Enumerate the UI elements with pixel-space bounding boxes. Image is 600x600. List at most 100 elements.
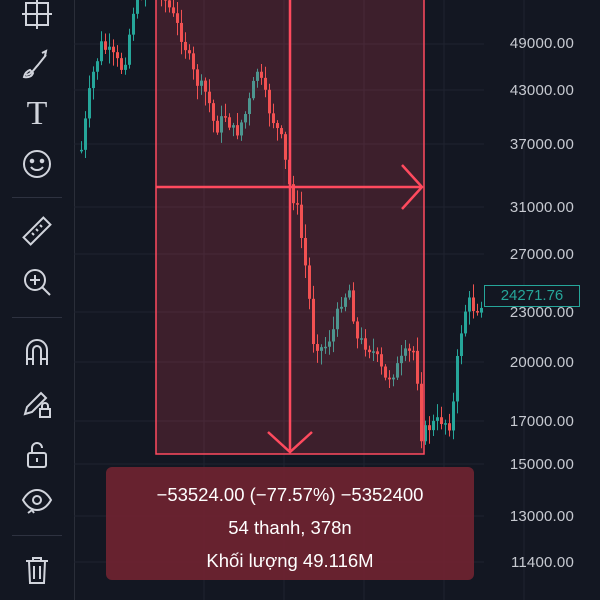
measure-right-arrowhead (401, 164, 424, 210)
candle-body (328, 341, 331, 347)
lock-drawings-tool[interactable] (17, 384, 57, 424)
candle-body (364, 338, 367, 350)
price-axis[interactable]: 49000.00 43000.00 37000.00 31000.00 2700… (490, 0, 600, 600)
candle-body (228, 117, 231, 128)
crosshair-icon (22, 0, 52, 29)
eye-icon (21, 488, 53, 514)
candle-body (396, 363, 399, 378)
price-tick: 37000.00 (509, 136, 574, 153)
crosshair-lines-tool[interactable] (17, 0, 57, 34)
candle-body (312, 298, 315, 345)
candle-body (92, 71, 95, 89)
toolbar-divider (12, 535, 62, 536)
measure-down-arrowhead (267, 431, 313, 454)
current-price-label: 24271.76 (484, 285, 580, 307)
candle-body (176, 13, 179, 23)
trash-icon (26, 557, 48, 584)
magnet-icon (26, 339, 48, 365)
measure-bars-text: 54 thanh, 378n (228, 517, 352, 538)
unlock-icon (27, 442, 47, 468)
candle-body (332, 329, 335, 342)
price-tick: 15000.00 (509, 456, 574, 473)
candle-body (348, 290, 351, 298)
candle-body (384, 366, 387, 378)
candle-body (272, 113, 275, 124)
price-chart[interactable] (74, 0, 600, 600)
candle-body (476, 311, 479, 313)
candle-body (460, 333, 463, 356)
candle-body (284, 134, 287, 160)
candle-body (112, 46, 115, 53)
candle-body (344, 297, 347, 307)
candle-body (300, 204, 303, 238)
candle-body (400, 355, 403, 364)
candle-body (260, 71, 263, 78)
candle-body (324, 346, 327, 349)
candle-body (96, 61, 99, 72)
candle-body (280, 128, 283, 135)
candle-body (84, 118, 87, 150)
candle-body (340, 306, 343, 309)
candle-body (132, 13, 135, 35)
candle-body (308, 265, 311, 299)
candle-body (88, 88, 91, 119)
zoom-tool[interactable] (17, 262, 57, 302)
candle-body (220, 116, 223, 133)
candle-body (452, 401, 455, 431)
measure-volume-text: Khối lượng 49.116M (206, 550, 374, 571)
candle-body (248, 98, 251, 115)
candle-body (336, 308, 339, 330)
brush-icon (22, 49, 48, 79)
price-tick: 20000.00 (509, 354, 574, 371)
candle-body (404, 348, 407, 356)
candle-body (124, 64, 127, 70)
visibility-tool[interactable] (17, 480, 57, 520)
candle-body (80, 149, 83, 152)
measure-change-text: −53524.00 (−77.57%) −5352400 (156, 484, 424, 505)
price-tick: 13000.00 (509, 508, 574, 525)
candle-body (204, 80, 207, 92)
candle-body (392, 377, 395, 380)
candle-body (428, 425, 431, 431)
candle-body (208, 91, 211, 104)
price-tick: 31000.00 (509, 199, 574, 216)
candle-body (408, 348, 411, 351)
magnet-tool[interactable] (17, 332, 57, 372)
text-tool[interactable]: T (17, 94, 57, 134)
candle-body (436, 417, 439, 421)
candle-body (456, 355, 459, 402)
candle-body (468, 297, 471, 312)
price-tick: 11400.00 (510, 554, 574, 571)
candle-body (292, 184, 295, 204)
brush-tool[interactable] (17, 44, 57, 84)
candle-body (440, 417, 443, 425)
candle-body (212, 103, 215, 121)
price-tick: 23000.00 (509, 304, 574, 321)
candle-body (116, 52, 119, 59)
candle-body (184, 41, 187, 51)
zoom-in-icon (24, 269, 51, 296)
price-tick: 49000.00 (509, 35, 574, 52)
pencil-lock-icon (23, 391, 51, 418)
candle-body (256, 71, 259, 81)
candle-body (480, 307, 483, 313)
candle-body (100, 41, 103, 62)
price-range-measure[interactable] (155, 0, 425, 455)
unlock-tool[interactable] (17, 434, 57, 474)
price-tick: 27000.00 (509, 246, 574, 263)
candle-body (444, 423, 447, 425)
candle-body (104, 41, 107, 50)
candle-body (360, 338, 363, 340)
ruler-tool[interactable] (17, 212, 57, 252)
toolbar-divider (12, 197, 62, 198)
candle-body (200, 80, 203, 86)
smiley-icon (23, 150, 51, 178)
candle-body (416, 350, 419, 384)
price-tick: 17000.00 (509, 413, 574, 430)
delete-tool[interactable] (17, 550, 57, 590)
emoji-tool[interactable] (17, 144, 57, 184)
candle-body (420, 383, 423, 442)
candle-body (188, 50, 191, 54)
candle-body (180, 22, 183, 42)
candle-body (464, 311, 467, 334)
